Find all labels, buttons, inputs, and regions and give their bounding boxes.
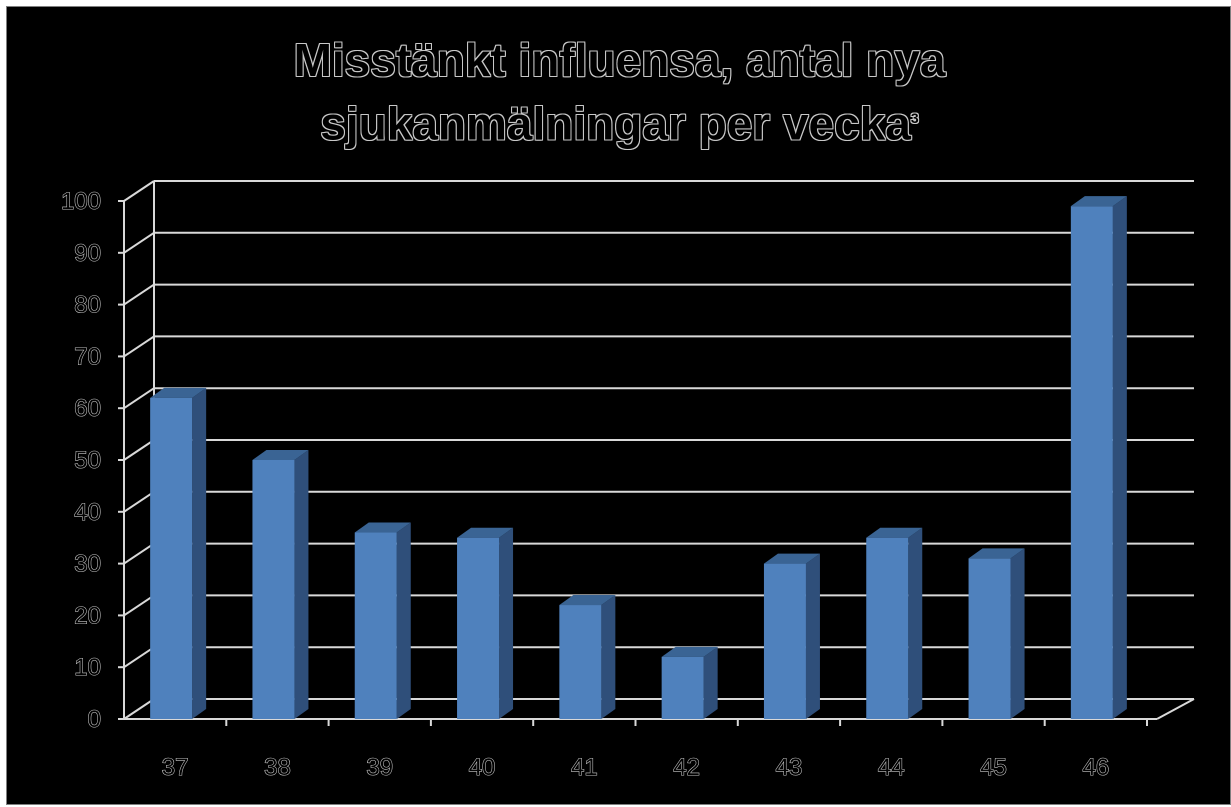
floor-right-edge: [1156, 698, 1195, 720]
gridline-depth: [123, 439, 155, 461]
x-tick-label: 43: [776, 754, 803, 781]
bar-top: [866, 527, 923, 538]
chart-title-line-2: sjukanmälningar per vecka: [320, 97, 911, 150]
y-tick-label: 40: [74, 499, 101, 526]
bar: [354, 532, 397, 719]
bar: [1070, 206, 1113, 719]
gridline-depth: [123, 594, 155, 617]
bar-top: [661, 646, 718, 657]
x-tick-label: 37: [162, 754, 189, 781]
bar-side: [396, 522, 411, 719]
gridline-depth: [123, 231, 155, 254]
gridline-depth: [123, 387, 155, 410]
bar-side: [294, 450, 309, 719]
x-tick-label: 44: [878, 754, 905, 781]
x-tick-label: 42: [673, 754, 700, 781]
gridline-depth: [123, 335, 155, 358]
chart-title-line-1: Misstänkt influensa, antal nya: [293, 34, 946, 86]
x-tick-label: 46: [1082, 754, 1109, 781]
bar-top: [559, 595, 616, 606]
bar-chart: 0 10 20 30 40 50 60 70 80 90 100 37 38 39 40 41 42 43 44 45…: [60, 180, 1195, 782]
gridline-depth: [123, 490, 155, 513]
y-tick-label: 70: [74, 343, 101, 370]
x-tick-label: 39: [366, 754, 393, 781]
bar-top: [252, 450, 309, 460]
bar-top: [457, 527, 514, 538]
x-tick-label: 41: [571, 754, 598, 781]
bar-top: [1070, 196, 1127, 207]
bar-side: [192, 387, 207, 719]
bar: [559, 605, 602, 719]
bar-side: [703, 646, 718, 719]
gridline-depth: [123, 698, 155, 720]
y-tick-label: 80: [74, 292, 101, 319]
chart-title: Misstänkt influensa, antal nya sjukanmäl…: [7, 31, 1231, 152]
y-tick-label: 20: [74, 602, 101, 629]
bar: [968, 558, 1011, 719]
gridline-depth: [123, 646, 155, 669]
bar: [150, 397, 193, 719]
bar-top: [763, 553, 820, 564]
bar-side: [908, 527, 923, 719]
bar: [763, 563, 806, 719]
y-tick-label: 100: [61, 188, 101, 215]
y-tick-label: 50: [74, 447, 101, 474]
x-tick-label: 40: [469, 754, 496, 781]
x-tick-label: 38: [264, 754, 291, 781]
y-tick-label: 10: [74, 654, 101, 681]
bar-side: [805, 553, 820, 719]
chart-title-superscript: 3: [910, 110, 919, 126]
bar-side: [1112, 196, 1127, 719]
gridline-depth: [123, 180, 155, 202]
bar: [252, 460, 295, 719]
gridline-depth: [123, 283, 155, 306]
chart-frame: Misstänkt influensa, antal nya sjukanmäl…: [6, 6, 1231, 805]
bar-top: [968, 548, 1025, 559]
y-tick-label: 60: [74, 395, 101, 422]
bar-side: [1010, 548, 1025, 719]
bar-side: [499, 527, 514, 719]
y-tick-label: 30: [74, 551, 101, 578]
y-tick-label: 90: [74, 240, 101, 267]
bar-top: [354, 522, 411, 533]
y-tick-label: 0: [88, 706, 101, 733]
gridline-depth: [123, 542, 155, 565]
bar-side: [601, 595, 616, 719]
bar: [866, 537, 909, 719]
bar-top: [150, 387, 207, 398]
bar: [661, 656, 704, 719]
x-tick-label: 45: [980, 754, 1007, 781]
bar: [457, 537, 500, 719]
